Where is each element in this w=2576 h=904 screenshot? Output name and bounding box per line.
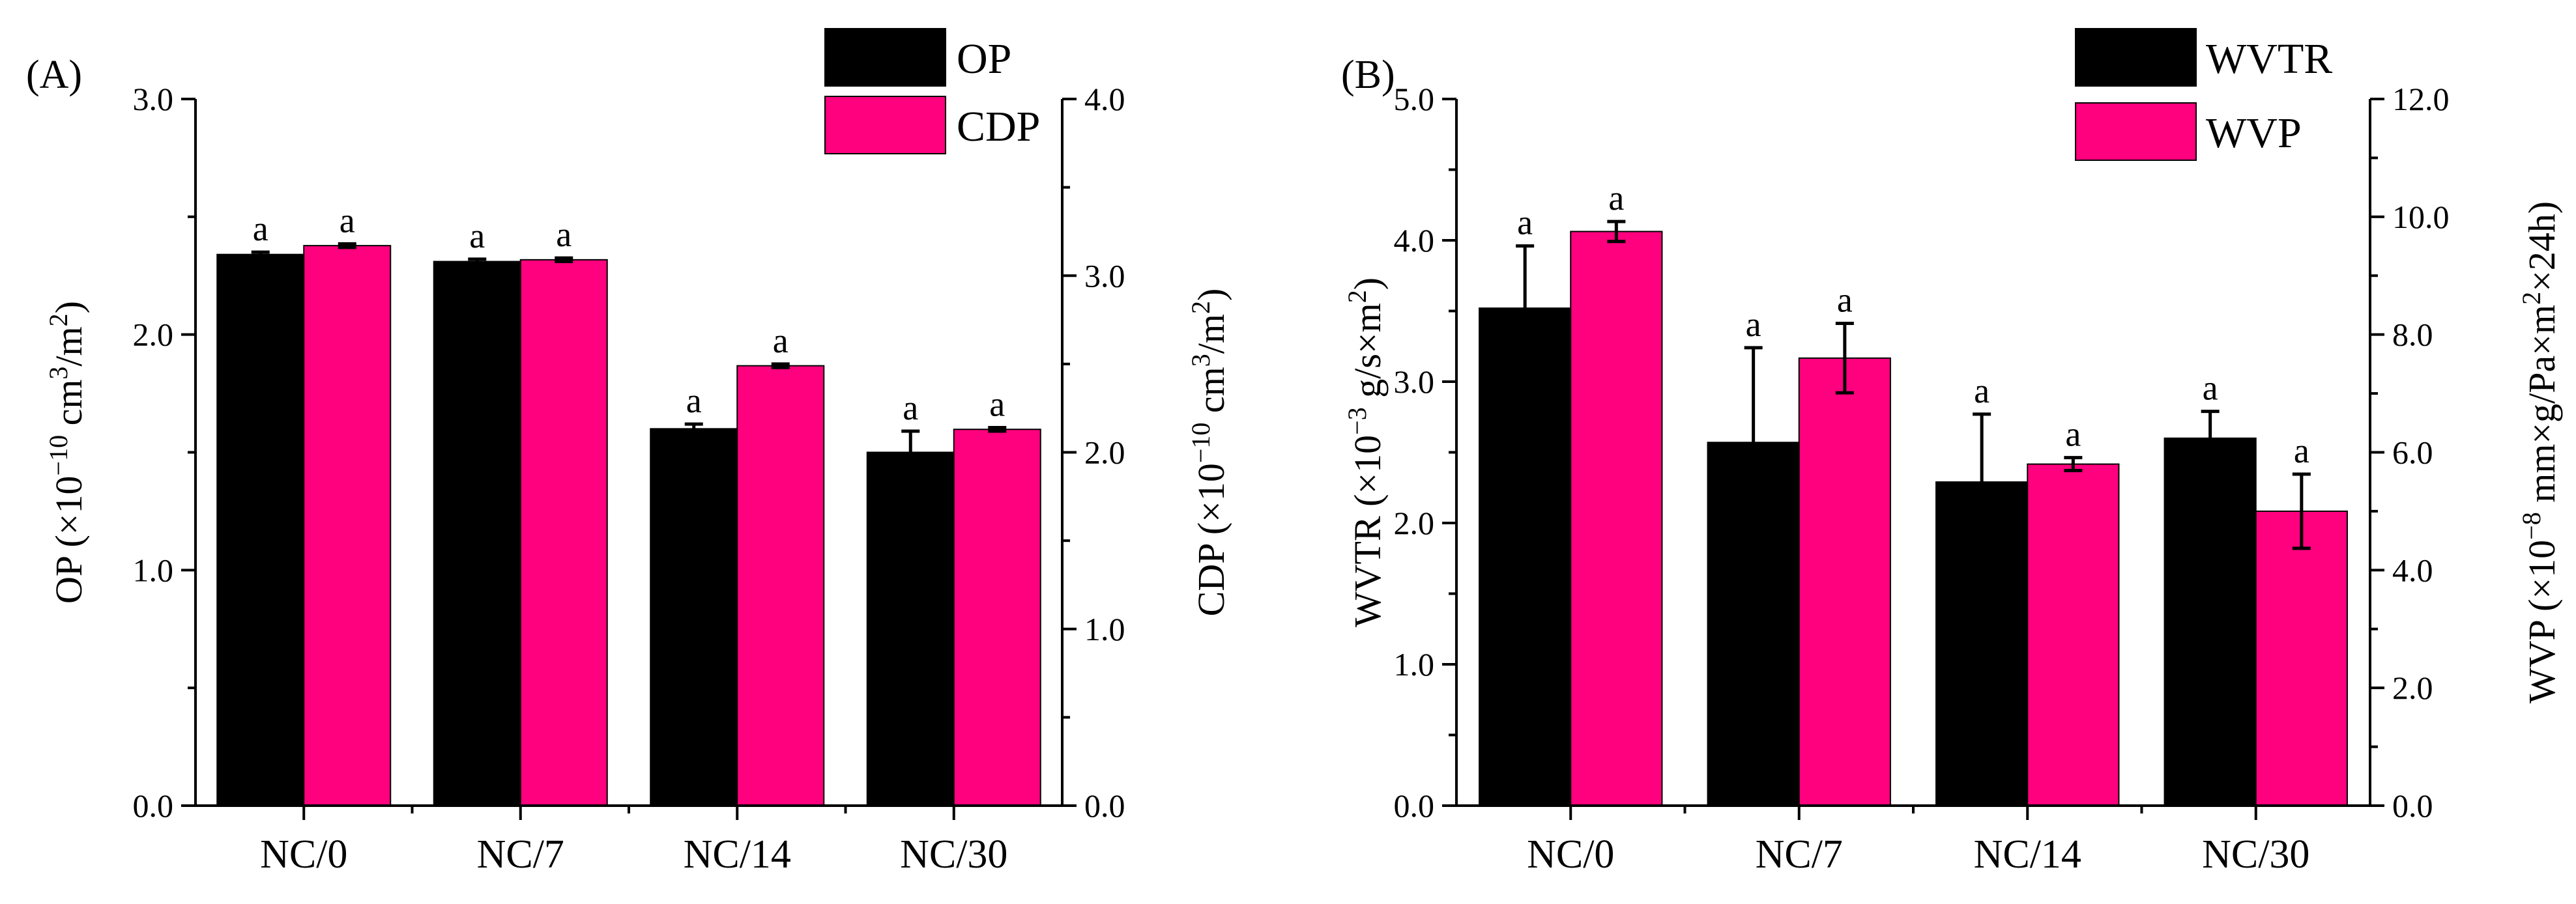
right-y-tick-label: 4.0 [2392, 552, 2433, 588]
error-bar-wvp-nc-7 [1835, 321, 1854, 395]
x-tick-label: NC/0 [1527, 832, 1614, 877]
legend-label-wvtr: WVTR [2206, 35, 2332, 83]
left-y-tick-label: 0.0 [133, 787, 174, 824]
panel-label: (A) [26, 53, 82, 97]
bar-wvtr-nc-0 [1479, 307, 1572, 807]
bar-wvp-nc-14 [2027, 463, 2120, 806]
significance-label-cdp-nc-0: a [340, 201, 355, 240]
right-axis-title: WVP (×10−8 mm×g/Pa×m2×24h) [2517, 201, 2563, 703]
right-y-tick-label: 4.0 [1084, 81, 1125, 117]
bar-op-nc-14 [650, 428, 738, 806]
significance-label-wvp-nc-14: a [2065, 415, 2081, 454]
error-bar-wvtr-nc-7 [1744, 346, 1763, 539]
legend-label-wvp: WVP [2206, 109, 2302, 157]
error-bar-op-nc-30 [901, 429, 920, 475]
legend-swatch-wvtr [2075, 28, 2197, 87]
left-y-tick-label: 2.0 [1394, 505, 1435, 541]
error-bar-cdp-nc-0 [338, 242, 356, 249]
error-bar-cdp-nc-14 [771, 362, 790, 369]
panel-label: (B) [1341, 53, 1395, 97]
legend-label-op: OP [957, 35, 1011, 83]
right-y-tick-label: 12.0 [2392, 81, 2450, 117]
x-tick-label: NC/7 [477, 832, 564, 877]
error-bar-cdp-nc-7 [555, 256, 573, 264]
right-y-tick-label: 0.0 [1084, 787, 1125, 824]
chart-panel-b: (B) a a NC/0 a a NC/7 a a NC/14 a a NC/30 0.0 1.0 2.0 3.… [1341, 28, 2563, 877]
significance-label-op-nc-7: a [469, 216, 485, 255]
right-y-tick-label: 3.0 [1084, 257, 1125, 294]
error-bar-op-nc-7 [468, 257, 487, 266]
left-y-tick-label: 3.0 [133, 81, 174, 117]
left-y-tick-label: 1.0 [1394, 646, 1435, 683]
x-tick-label: NC/14 [1974, 832, 2081, 877]
bar-cdp-nc-30 [953, 429, 1041, 806]
legend-swatch-cdp [824, 96, 946, 154]
significance-label-wvp-nc-7: a [1837, 280, 1853, 319]
error-bar-wvtr-nc-0 [1516, 244, 1535, 373]
legend: OP CDP [824, 28, 1040, 154]
right-y-tick-label: 10.0 [2392, 199, 2450, 235]
error-bar-wvtr-nc-30 [2201, 410, 2220, 467]
bar-wvtr-nc-30 [2164, 437, 2257, 806]
error-bar-op-nc-0 [251, 250, 270, 259]
bar-wvp-nc-7 [1798, 357, 1891, 806]
significance-label-wvtr-nc-30: a [2203, 369, 2218, 408]
x-tick-label: NC/7 [1756, 832, 1843, 877]
significance-label-wvtr-nc-0: a [1517, 203, 1533, 242]
significance-label-wvp-nc-0: a [1608, 178, 1624, 218]
error-bar-wvp-nc-0 [1607, 219, 1626, 244]
bar-op-nc-7 [433, 261, 521, 806]
left-axis-title: OP (×10−10 cm3/m2) [44, 301, 90, 604]
significance-label-wvtr-nc-7: a [1746, 305, 1761, 344]
legend: WVTR WVP [2075, 28, 2332, 161]
significance-label-cdp-nc-14: a [773, 321, 789, 360]
left-y-tick-label: 1.0 [133, 552, 174, 588]
significance-label-op-nc-14: a [686, 381, 702, 420]
error-bar-wvp-nc-30 [2292, 472, 2311, 550]
x-tick-label: NC/30 [900, 832, 1007, 877]
left-axis-title: WVTR (×10−3 g/s×m2) [1342, 277, 1389, 627]
left-y-tick-label: 4.0 [1394, 222, 1435, 259]
significance-label-op-nc-30: a [903, 388, 918, 427]
right-y-tick-label: 2.0 [2392, 670, 2433, 706]
right-y-tick-label: 6.0 [2392, 434, 2433, 471]
left-y-tick-label: 5.0 [1394, 81, 1435, 117]
left-y-tick-label: 0.0 [1394, 787, 1435, 824]
bar-wvp-nc-0 [1570, 231, 1663, 806]
x-tick-label: NC/0 [260, 832, 347, 877]
right-axis-title: CDP (×10−10 cm3/m2) [1186, 289, 1232, 617]
left-y-tick-label: 3.0 [1394, 363, 1435, 400]
error-bar-wvp-nc-14 [2064, 456, 2083, 473]
bar-cdp-nc-0 [303, 245, 392, 806]
bar-cdp-nc-7 [519, 259, 608, 806]
left-y-tick-label: 2.0 [133, 317, 174, 353]
error-bar-op-nc-14 [684, 422, 703, 436]
legend-swatch-op [824, 28, 946, 87]
significance-label-wvp-nc-30: a [2294, 431, 2309, 470]
x-tick-label: NC/14 [684, 832, 791, 877]
error-bar-wvtr-nc-14 [1973, 412, 1991, 552]
chart-panel-a: (A) a a NC/0 a a NC/7 a a NC/14 a a NC/30 0.0 1.0 2.0 3.… [26, 28, 1232, 877]
right-y-tick-label: 8.0 [2392, 317, 2433, 353]
right-y-tick-label: 0.0 [2392, 787, 2433, 824]
legend-label-cdp: CDP [957, 103, 1040, 150]
x-tick-label: NC/30 [2202, 832, 2309, 877]
significance-label-op-nc-0: a [253, 209, 268, 248]
significance-label-cdp-nc-7: a [556, 215, 572, 254]
significance-label-cdp-nc-30: a [989, 385, 1005, 424]
error-bar-cdp-nc-30 [988, 426, 1007, 433]
bar-cdp-nc-14 [736, 365, 825, 806]
significance-label-wvtr-nc-14: a [1974, 371, 1990, 410]
bar-wvp-nc-30 [2255, 510, 2348, 807]
bar-op-nc-30 [866, 451, 955, 806]
legend-swatch-wvp [2075, 102, 2197, 161]
right-y-tick-label: 2.0 [1084, 434, 1125, 471]
right-y-tick-label: 1.0 [1084, 611, 1125, 647]
bar-op-nc-0 [216, 253, 305, 806]
